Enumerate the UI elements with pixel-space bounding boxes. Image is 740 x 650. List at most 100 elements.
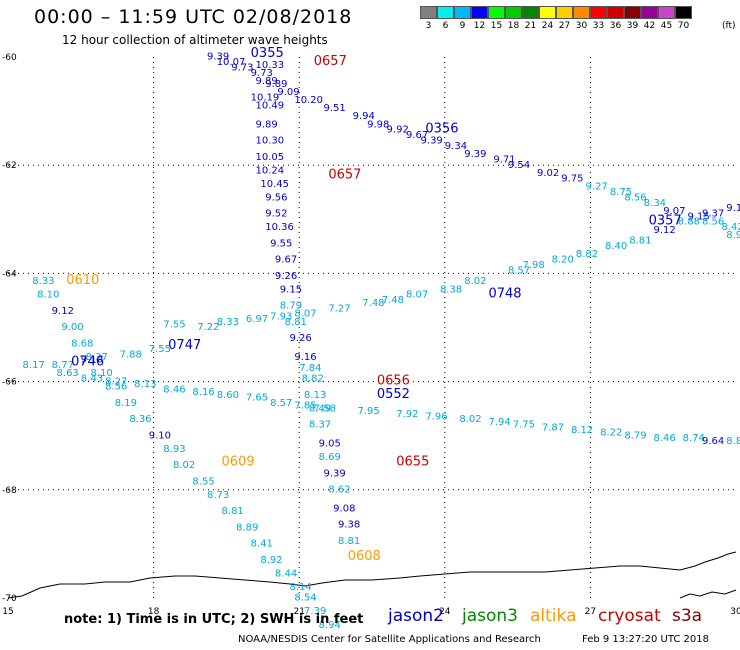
swh-value: 9.34: [445, 141, 467, 152]
swh-value: 7.95: [357, 406, 379, 417]
swh-value: 7.88: [120, 349, 142, 360]
footnote: note: 1) Time is in UTC; 2) SWH is in fe…: [64, 612, 364, 627]
swh-value: 8.81: [222, 506, 244, 517]
swh-value: 8.92: [260, 555, 282, 566]
swh-value: 8.02: [173, 460, 195, 471]
swh-value: 8.56: [105, 382, 127, 393]
swh-value: 8.94: [726, 230, 740, 241]
swh-value: 8.16: [192, 387, 214, 398]
swh-value: 8.75: [610, 187, 632, 198]
swh-value: 8.33: [217, 317, 239, 328]
swh-value: 8.27: [105, 376, 127, 387]
swh-value: 7.92: [396, 409, 418, 420]
swh-value: 9.67: [406, 130, 428, 141]
legend-label: 30: [575, 21, 588, 31]
y-tick-label: -62: [2, 161, 17, 171]
swh-value: 8.74: [683, 433, 705, 444]
swh-value: 9.94: [353, 111, 375, 122]
swh-value: 9.10: [81, 355, 103, 366]
swh-value: 9.37: [702, 209, 724, 220]
swh-value: 8.43: [81, 374, 103, 385]
swh-value: 8.57: [508, 265, 530, 276]
pass-label: 0355: [251, 46, 284, 61]
swh-value: 9.89: [256, 76, 278, 87]
swh-value: 8.42: [721, 222, 740, 233]
pass-label: 0608: [348, 549, 381, 564]
satellite-jason3: jason3: [462, 606, 518, 626]
pass-label: 0655: [396, 454, 429, 469]
swh-value: 9.27: [586, 182, 608, 193]
x-tick-label: 21: [293, 607, 304, 617]
grid: [8, 57, 736, 598]
swh-value: 10.30: [256, 136, 285, 147]
swh-value: 9.10: [149, 430, 171, 441]
swh-value: 7.58: [314, 403, 336, 414]
legend-label: 70: [677, 21, 690, 31]
swh-value: 6.97: [246, 314, 268, 325]
swh-value: 9.56: [265, 192, 287, 203]
swh-value: 7.27: [328, 303, 350, 314]
swh-value: 8.37: [86, 352, 108, 363]
swh-value: 10.49: [256, 100, 285, 111]
pass-label: 0357: [649, 214, 682, 229]
swh-value: 9.89: [265, 79, 287, 90]
swh-value: 8.73: [207, 490, 229, 501]
pass-label: 0657: [328, 168, 361, 183]
legend-label: 42: [643, 21, 656, 31]
swh-value: 8.69: [319, 452, 341, 463]
swh-value: 9.38: [338, 520, 360, 531]
legend-swatch: [675, 6, 692, 19]
swh-value: 9.09: [277, 87, 299, 98]
swh-value: 9.73: [231, 63, 253, 74]
swh-value: 8.57: [270, 398, 292, 409]
pass-label: 0610: [66, 273, 99, 288]
swh-value: 8.13: [134, 379, 156, 390]
swh-value: 8.17: [23, 360, 45, 371]
satellite-cryosat: cryosat: [598, 606, 661, 626]
swh-value: 7.85: [294, 401, 316, 412]
pass-label: 0657: [314, 54, 347, 69]
swh-value: 8.89: [236, 522, 258, 533]
swh-value: 9.26: [289, 333, 311, 344]
legend-label: 33: [592, 21, 605, 31]
legend-unit: (ft): [722, 21, 736, 31]
legend-swatch: [522, 6, 539, 19]
swh-value: 10.05: [256, 152, 285, 163]
swh-value: 8.12: [571, 425, 593, 436]
legend-swatch: [624, 6, 641, 19]
legend-label: 36: [609, 21, 622, 31]
swh-value: 8.55: [192, 476, 214, 487]
swh-value: 7.87: [542, 422, 564, 433]
swh-value: 9.73: [251, 68, 273, 79]
swh-value: 9.16: [294, 352, 316, 363]
pass-label: 0656: [377, 373, 410, 388]
x-tick-label: 15: [2, 607, 13, 617]
swh-value: 9.52: [265, 209, 287, 220]
y-tick-label: -68: [2, 486, 17, 496]
legend-label: 9: [459, 21, 466, 31]
swh-value: 7.94: [488, 417, 510, 428]
swh-value: 8.93: [163, 444, 185, 455]
swh-value: 8.37: [309, 420, 331, 431]
legend-label: 27: [558, 21, 571, 31]
legend-label: 15: [490, 21, 503, 31]
x-tick-label: 18: [148, 607, 160, 617]
legend-swatch: [454, 6, 471, 19]
swh-value: 8.02: [464, 276, 486, 287]
pass-label: 0746: [71, 354, 104, 369]
swh-value: 7.93: [270, 311, 292, 322]
pass-label: 0552: [377, 387, 410, 402]
legend-swatch: [658, 6, 675, 19]
swh-value: 8.07: [294, 309, 316, 320]
satellite-altika: altika: [530, 606, 577, 626]
y-tick-label: -70: [2, 594, 17, 604]
swh-value: 9.92: [387, 125, 409, 136]
legend-label: 39: [626, 21, 639, 31]
legend-swatch: [641, 6, 658, 19]
swh-value: 9.19: [726, 203, 740, 214]
swh-value: 8.79: [624, 430, 646, 441]
swh-value: 8.49: [309, 403, 331, 414]
swh-value: 8.13: [304, 390, 326, 401]
swh-value: 8.33: [32, 276, 54, 287]
legend-swatch: [471, 6, 488, 19]
